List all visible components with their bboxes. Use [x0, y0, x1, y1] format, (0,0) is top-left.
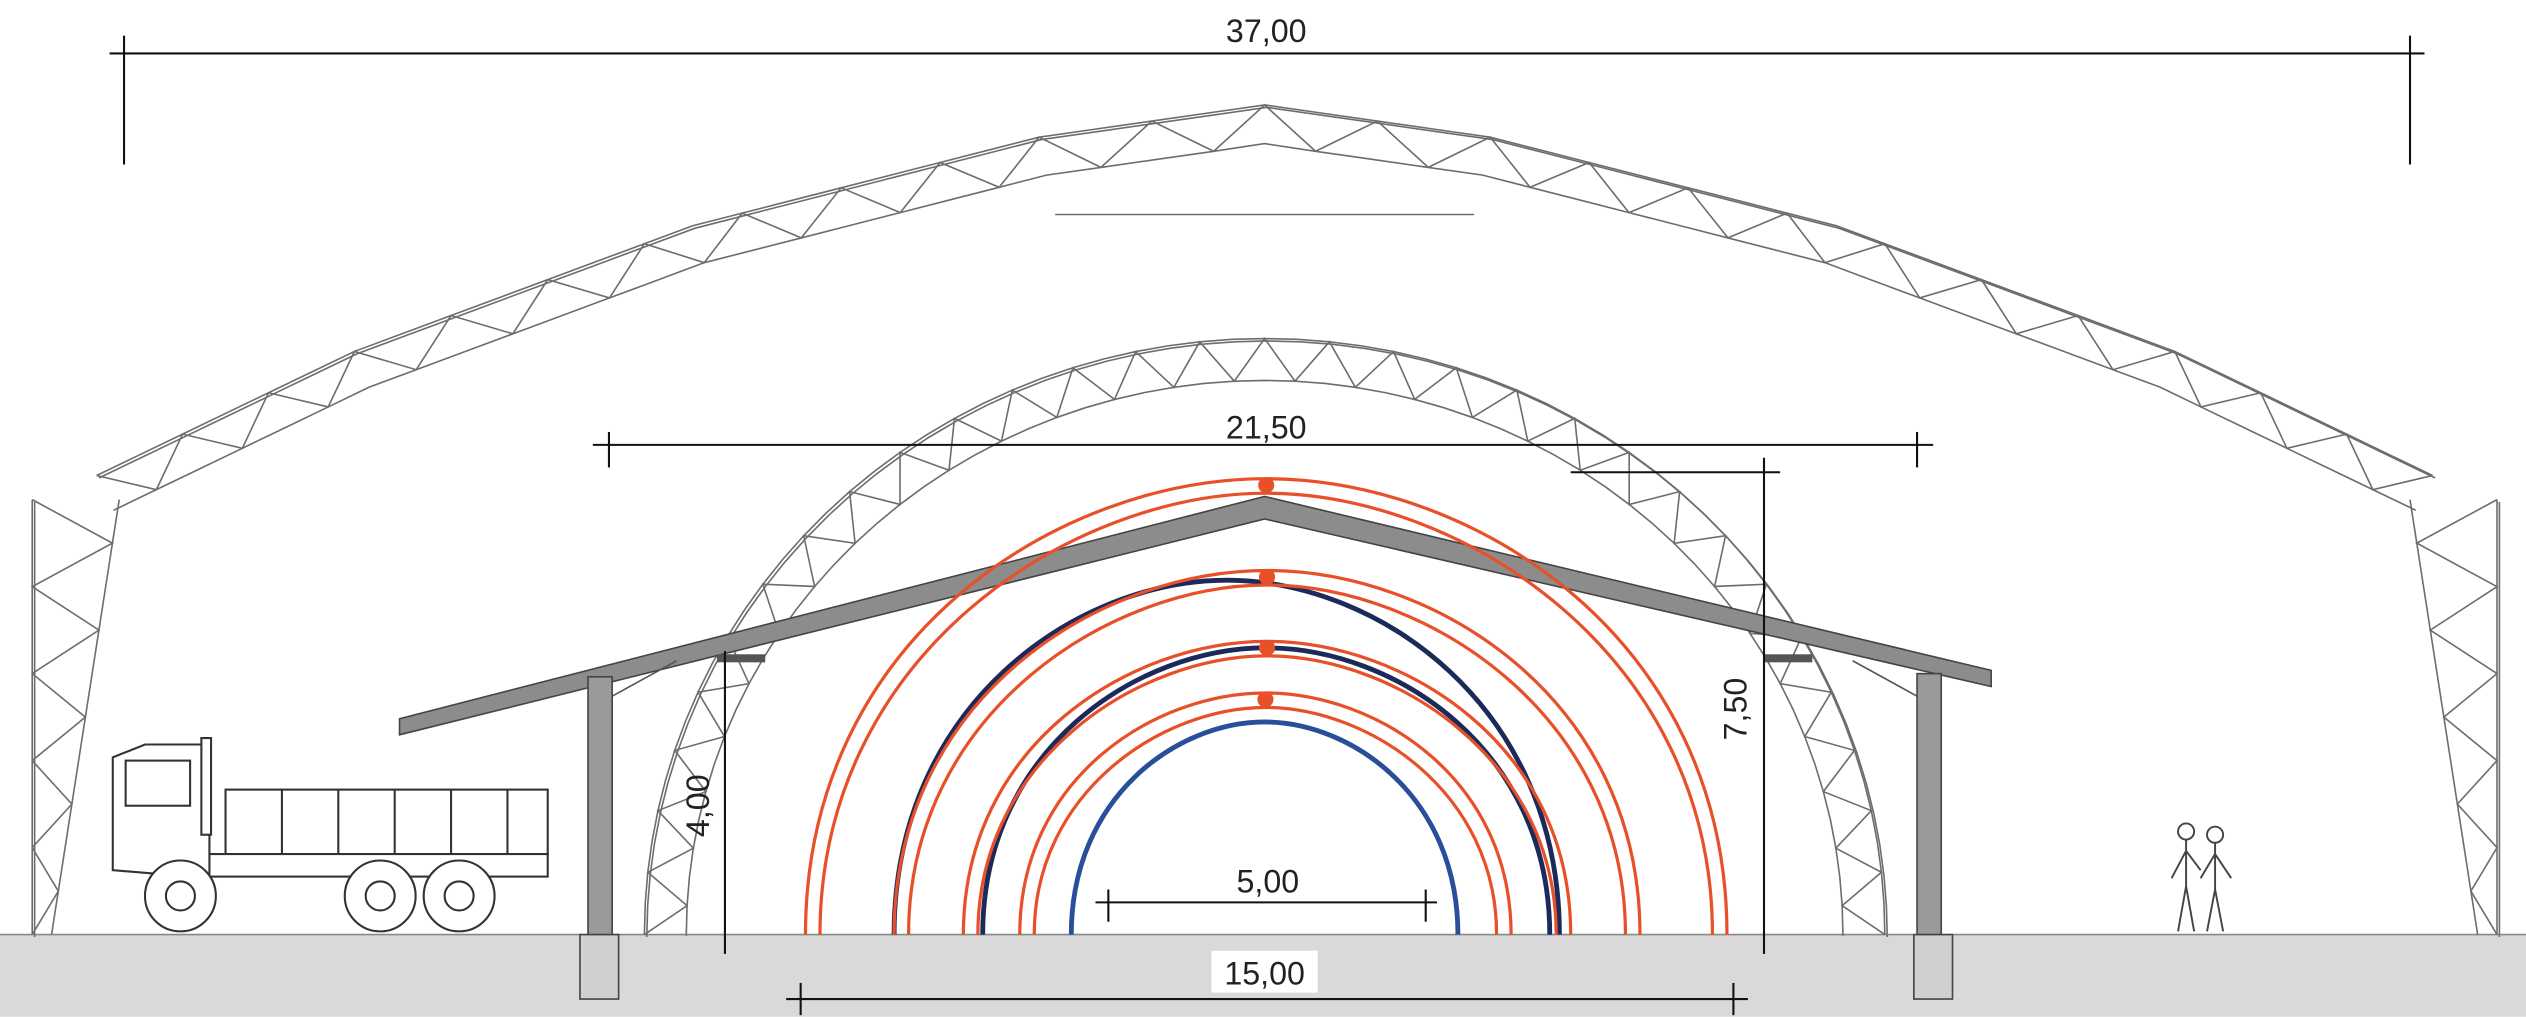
dim-label: 5,00	[1236, 864, 1299, 900]
dim-label: 7,50	[1717, 678, 1753, 741]
dim-label: 4,00	[680, 774, 716, 837]
body	[2201, 843, 2232, 932]
arch-node	[1259, 569, 1275, 585]
truck-window	[126, 761, 190, 806]
truck	[113, 738, 548, 931]
arch-node	[1258, 477, 1274, 493]
dim-label: 15,00	[1224, 956, 1305, 992]
footing	[1914, 935, 1953, 999]
hub	[445, 881, 474, 910]
head	[2178, 823, 2194, 839]
hub	[166, 881, 195, 910]
arch-node	[1257, 691, 1273, 707]
dimension-37: 37,00	[110, 13, 2425, 164]
arch	[894, 580, 1559, 934]
dimension-5: 5,00	[1095, 864, 1437, 922]
hub	[366, 881, 395, 910]
dim-label: 21,50	[1226, 409, 1307, 445]
truss-chord	[686, 380, 1843, 935]
dimension-21: 21,50	[593, 409, 1933, 467]
truss-chord	[113, 144, 2415, 511]
truss-web	[2417, 500, 2497, 935]
shed-column	[1917, 674, 1941, 935]
truck-exhaust	[201, 738, 211, 835]
footing	[580, 935, 619, 999]
dim-label: 37,00	[1226, 13, 1307, 49]
plate	[1764, 654, 1812, 662]
truck-bed	[226, 790, 548, 854]
shed-column	[588, 677, 612, 935]
truss-web	[32, 500, 112, 935]
drawing: 37,00 21,50 7,50 4,00 5,00 15,00	[0, 0, 2526, 1017]
arch-node	[1259, 640, 1275, 656]
page: 37,00 21,50 7,50 4,00 5,00 15,00 (() => …	[0, 0, 2526, 1017]
people	[2172, 823, 2232, 931]
head	[2207, 827, 2223, 843]
body	[2172, 840, 2201, 932]
